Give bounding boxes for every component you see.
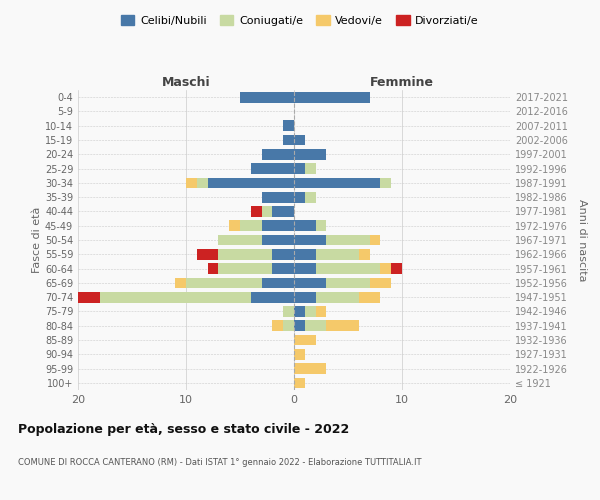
Bar: [283, 306, 294, 317]
Bar: [208, 263, 218, 274]
Bar: [370, 234, 380, 246]
Bar: [283, 320, 294, 331]
Bar: [316, 306, 326, 317]
Bar: [370, 278, 391, 288]
Bar: [262, 234, 294, 246]
Bar: [391, 263, 402, 274]
Text: Maschi: Maschi: [161, 76, 211, 88]
Bar: [283, 134, 294, 145]
Bar: [262, 192, 294, 202]
Bar: [359, 292, 380, 302]
Bar: [262, 149, 294, 160]
Bar: [251, 292, 294, 302]
Bar: [294, 320, 305, 331]
Bar: [218, 249, 272, 260]
Bar: [294, 234, 326, 246]
Bar: [305, 320, 326, 331]
Bar: [294, 378, 305, 388]
Bar: [294, 249, 316, 260]
Bar: [229, 220, 240, 231]
Legend: Celibi/Nubili, Coniugati/e, Vedovi/e, Divorziati/e: Celibi/Nubili, Coniugati/e, Vedovi/e, Di…: [117, 10, 483, 30]
Bar: [294, 149, 326, 160]
Bar: [283, 120, 294, 131]
Bar: [208, 178, 294, 188]
Bar: [262, 278, 294, 288]
Bar: [251, 163, 294, 174]
Bar: [294, 363, 326, 374]
Bar: [316, 263, 380, 274]
Bar: [316, 220, 326, 231]
Bar: [218, 234, 262, 246]
Bar: [294, 220, 316, 231]
Bar: [262, 206, 272, 217]
Bar: [175, 278, 186, 288]
Bar: [326, 320, 359, 331]
Bar: [294, 278, 326, 288]
Bar: [380, 263, 391, 274]
Bar: [272, 263, 294, 274]
Bar: [294, 334, 316, 345]
Bar: [305, 163, 316, 174]
Bar: [316, 292, 359, 302]
Bar: [326, 234, 370, 246]
Bar: [305, 192, 316, 202]
Y-axis label: Anni di nascita: Anni di nascita: [577, 198, 587, 281]
Bar: [186, 178, 197, 188]
Bar: [294, 349, 305, 360]
Y-axis label: Fasce di età: Fasce di età: [32, 207, 42, 273]
Bar: [78, 292, 100, 302]
Bar: [294, 192, 305, 202]
Text: Popolazione per età, sesso e stato civile - 2022: Popolazione per età, sesso e stato civil…: [18, 422, 349, 436]
Bar: [272, 249, 294, 260]
Bar: [262, 220, 294, 231]
Bar: [305, 306, 316, 317]
Bar: [272, 206, 294, 217]
Bar: [359, 249, 370, 260]
Bar: [294, 134, 305, 145]
Bar: [294, 263, 316, 274]
Text: Femmine: Femmine: [370, 76, 434, 88]
Bar: [272, 320, 283, 331]
Bar: [294, 178, 380, 188]
Bar: [316, 249, 359, 260]
Bar: [326, 278, 370, 288]
Bar: [251, 206, 262, 217]
Bar: [197, 249, 218, 260]
Bar: [294, 163, 305, 174]
Bar: [186, 278, 262, 288]
Bar: [240, 220, 262, 231]
Bar: [380, 178, 391, 188]
Bar: [197, 178, 208, 188]
Bar: [294, 306, 305, 317]
Bar: [218, 263, 272, 274]
Bar: [294, 92, 370, 102]
Text: COMUNE DI ROCCA CANTERANO (RM) - Dati ISTAT 1° gennaio 2022 - Elaborazione TUTTI: COMUNE DI ROCCA CANTERANO (RM) - Dati IS…: [18, 458, 421, 467]
Bar: [100, 292, 251, 302]
Bar: [240, 92, 294, 102]
Bar: [294, 292, 316, 302]
